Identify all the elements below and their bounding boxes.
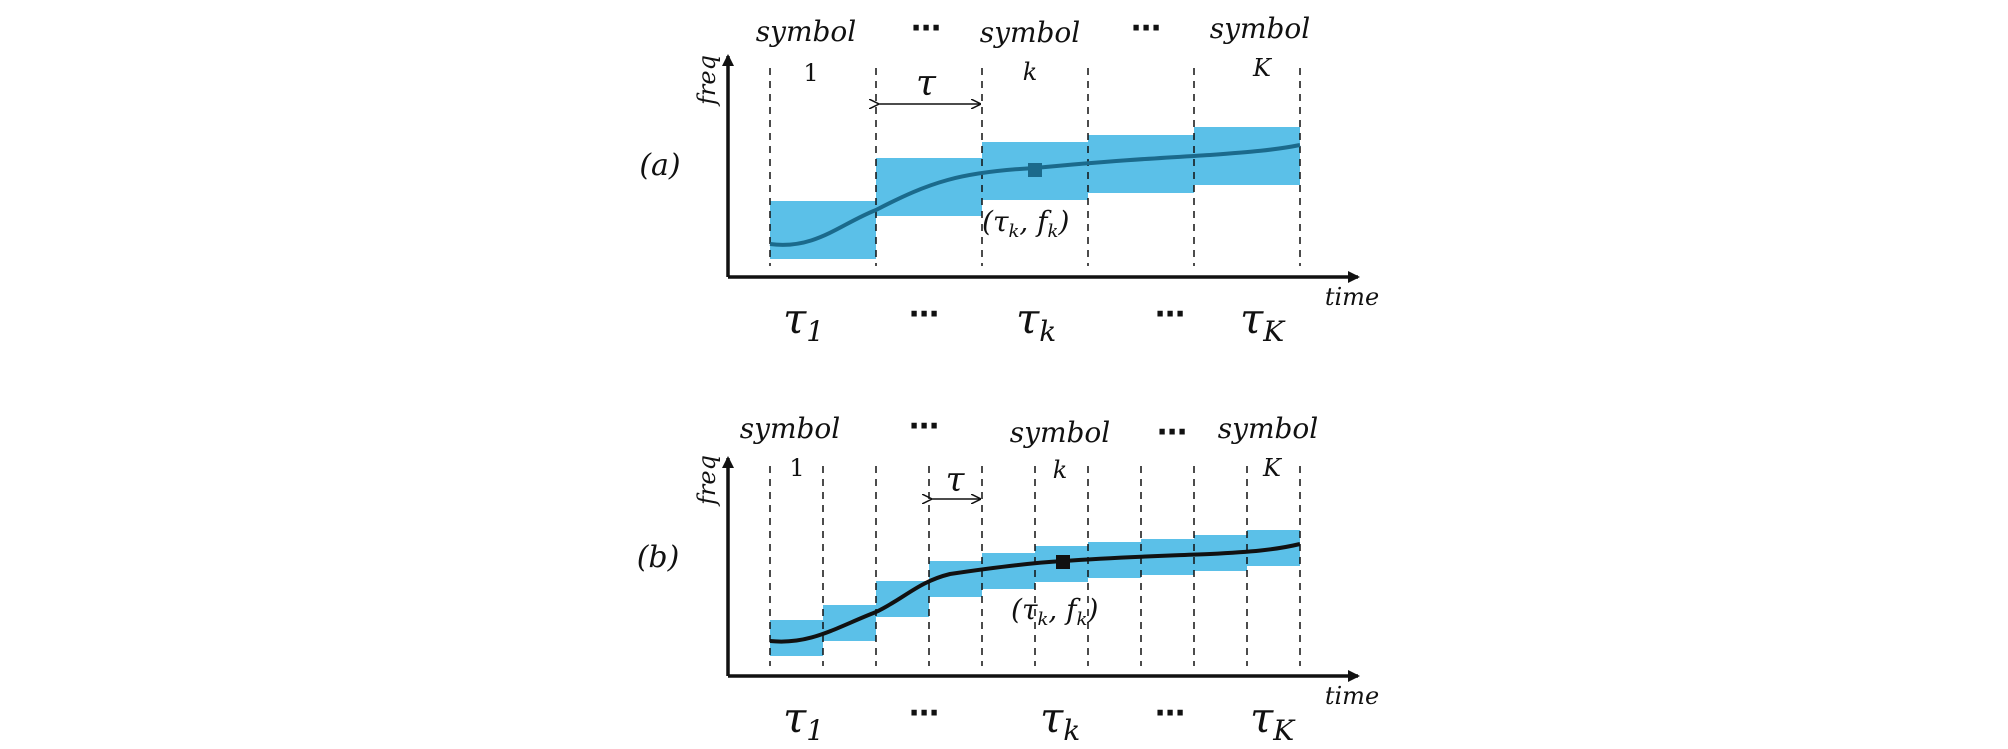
time-label: τ1: [783, 294, 824, 348]
symbol-index: K: [1262, 454, 1283, 482]
ellipsis: ⋯: [911, 11, 941, 46]
panel-label: (b): [637, 540, 680, 575]
symbol-label: symbol: [756, 15, 856, 48]
y-axis-label: freq: [693, 55, 721, 107]
panel-b: (b) freq time (τk, fk): [637, 409, 1379, 747]
ellipsis: ⋯: [1155, 297, 1185, 332]
symbol-box: [982, 553, 1035, 589]
symbol-duration-label: τ: [946, 460, 966, 500]
ellipsis: ⋯: [909, 409, 939, 444]
time-label: τ1: [783, 693, 824, 747]
symbol-label: symbol: [980, 16, 1080, 49]
y-axis-label: freq: [693, 455, 721, 507]
time-label: τK: [1250, 693, 1296, 747]
symbol-duration-label: τ: [916, 63, 937, 104]
symbol-index: k: [1053, 456, 1068, 484]
frequency-curve: [769, 542, 1301, 644]
symbol-box: [770, 201, 876, 259]
symbol-label: symbol: [1218, 412, 1318, 445]
point-label: (τk, fk): [1011, 593, 1098, 630]
ellipsis: ⋯: [1131, 11, 1161, 46]
symbol-index: 1: [789, 454, 804, 482]
time-label: τk: [1016, 294, 1056, 348]
sample-point-marker: [1028, 163, 1042, 177]
time-label: τK: [1240, 294, 1286, 348]
symbol-label: symbol: [1010, 416, 1110, 449]
symbol-index: K: [1252, 54, 1273, 82]
symbol-box: [1088, 135, 1194, 193]
ellipsis: ⋯: [1155, 696, 1185, 731]
x-axis-label: time: [1325, 682, 1379, 710]
symbol-label: symbol: [1210, 12, 1310, 45]
sample-point-marker: [1056, 555, 1070, 569]
panel-label: (a): [639, 148, 680, 183]
symbol-index: k: [1023, 58, 1038, 86]
symbol-index: 1: [803, 59, 818, 87]
x-axis-label: time: [1325, 283, 1379, 311]
panel-a: (a) freq time (τk, fk) τ symbol 1 ⋯ symb…: [639, 11, 1379, 348]
symbol-label: symbol: [740, 412, 840, 445]
ellipsis: ⋯: [1157, 415, 1187, 450]
time-label: τk: [1040, 693, 1080, 747]
ellipsis: ⋯: [909, 297, 939, 332]
ellipsis: ⋯: [909, 696, 939, 731]
point-label: (τk, fk): [982, 205, 1069, 242]
